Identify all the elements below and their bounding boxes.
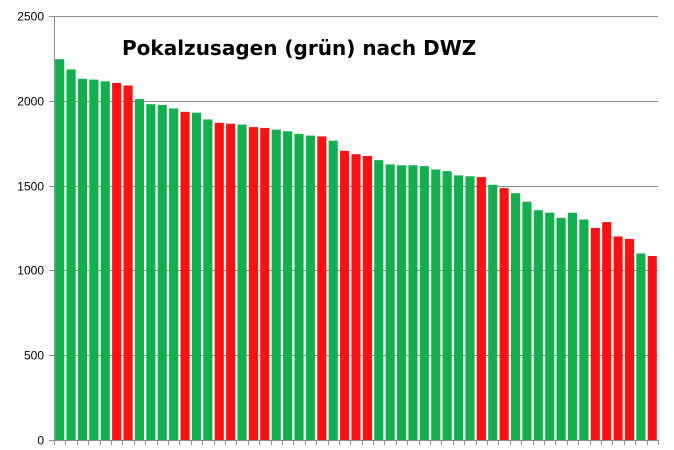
chart-title: Pokalzusagen (grün) nach DWZ <box>122 36 476 60</box>
bar <box>283 131 293 440</box>
bar <box>522 201 532 440</box>
bar <box>100 81 110 441</box>
bar <box>533 210 543 440</box>
bar <box>226 123 236 440</box>
tick-labels: 0 500 1000 1500 2000 2500 <box>17 10 44 448</box>
bar <box>590 228 600 440</box>
bar <box>89 79 99 440</box>
bar <box>123 85 133 440</box>
bar <box>260 127 270 440</box>
bar <box>271 129 281 440</box>
bar <box>510 193 521 440</box>
bar <box>294 133 304 440</box>
bar <box>169 108 179 441</box>
bar <box>305 135 315 440</box>
bar <box>624 239 635 440</box>
bar <box>465 176 475 440</box>
bar <box>442 171 452 440</box>
bar <box>340 150 350 440</box>
bar <box>157 105 167 440</box>
bar <box>545 212 555 440</box>
bar <box>66 69 76 441</box>
bar <box>180 111 190 440</box>
axes <box>49 16 659 445</box>
bar <box>351 154 361 440</box>
bar <box>613 236 623 440</box>
bar <box>362 155 372 441</box>
bar <box>419 166 429 440</box>
bar <box>636 253 646 440</box>
bar <box>248 127 258 440</box>
bar <box>556 217 566 440</box>
bar <box>647 255 657 440</box>
bar <box>77 78 88 440</box>
bar <box>567 212 578 440</box>
bar <box>134 99 145 440</box>
y-tick-label: 1500 <box>17 180 44 194</box>
bar <box>214 122 224 440</box>
bar <box>408 165 418 440</box>
bar <box>579 219 589 440</box>
bar <box>397 165 407 440</box>
bar <box>374 160 384 440</box>
y-tick-label: 0 <box>37 434 44 448</box>
y-tick-label: 1000 <box>17 264 44 278</box>
bar <box>203 119 213 441</box>
bar <box>454 175 464 441</box>
bar <box>431 169 441 441</box>
bar <box>191 112 202 441</box>
bar <box>476 177 486 440</box>
bar <box>602 222 612 440</box>
y-tick-label: 2500 <box>17 10 44 24</box>
bar <box>385 164 395 440</box>
bar <box>328 140 338 440</box>
bar <box>146 104 156 440</box>
bar <box>112 82 122 441</box>
bar <box>55 59 65 440</box>
y-tick-label: 2000 <box>17 95 44 109</box>
bar <box>237 124 247 440</box>
bar <box>499 188 509 440</box>
bar <box>317 136 327 441</box>
bars <box>55 59 657 441</box>
bar <box>488 184 498 440</box>
y-tick-label: 500 <box>24 349 44 363</box>
